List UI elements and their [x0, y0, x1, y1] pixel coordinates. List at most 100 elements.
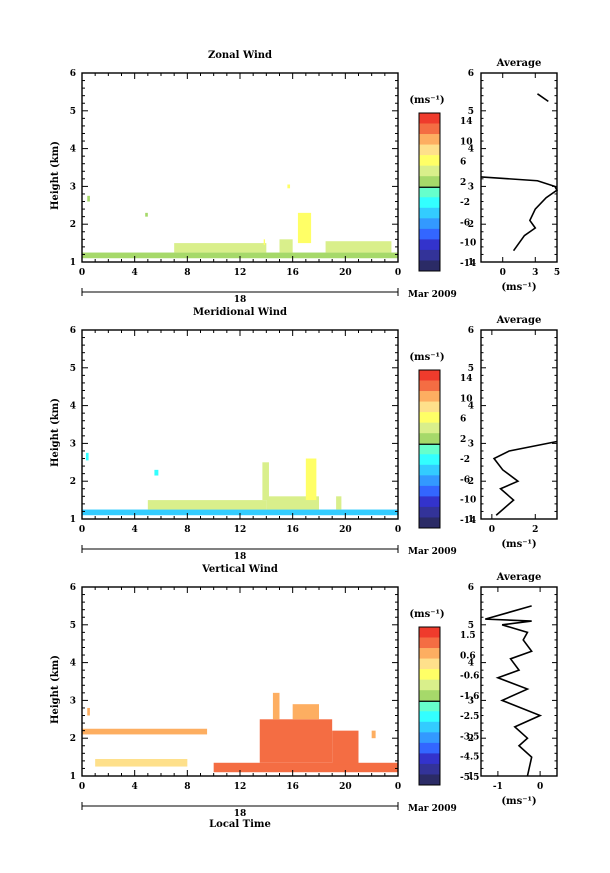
avg-y-tick-label: 6 — [468, 326, 474, 336]
avg-unit-label: (ms⁻¹) — [501, 282, 536, 293]
heatmap-cell-0 — [82, 728, 208, 735]
y-tick-label: 5 — [70, 107, 76, 117]
x-tick-label: 0 — [79, 782, 85, 792]
avg-y-tick-label: 1 — [468, 258, 474, 268]
avg-x-tick-label: -1 — [493, 782, 503, 792]
x-tick-label: 4 — [132, 525, 138, 535]
colorbar-tick-label: -1.6 — [460, 692, 479, 702]
avg-y-tick-label: 3 — [468, 182, 474, 192]
colorbar-segment — [419, 658, 440, 670]
x-tick-label: 0 — [395, 525, 401, 535]
colorbar-segment — [419, 679, 440, 691]
avg-x-tick-label: 0 — [500, 268, 506, 278]
colorbar-segment — [419, 669, 440, 680]
avg-y-tick-label: 2 — [468, 477, 474, 487]
heatmap-cell-1 — [87, 707, 90, 716]
y-tick-label: 1 — [70, 258, 76, 268]
colorbar-segment — [419, 433, 440, 445]
heatmap-cell-5 — [87, 195, 90, 202]
colorbar-unit: (ms⁻¹) — [409, 352, 444, 363]
date-day-label: 18 — [234, 295, 247, 305]
colorbar-segment — [419, 690, 440, 702]
heatmap-cell-6 — [145, 212, 148, 217]
y-tick-label: 6 — [70, 583, 76, 593]
y-tick-label: 2 — [70, 220, 76, 230]
average-profile-line — [492, 440, 558, 516]
date-month-label: Mar 2009 — [408, 290, 457, 300]
x-tick-label: 4 — [132, 782, 138, 792]
colorbar-frame — [418, 369, 441, 529]
colorbar-segment — [419, 506, 440, 518]
plot-frame — [81, 329, 399, 520]
y-tick-label: 2 — [70, 734, 76, 744]
avg-x-tick-label: 2 — [532, 525, 538, 535]
y-tick-label: 6 — [70, 326, 76, 336]
y-tick-label: 5 — [70, 621, 76, 631]
x-tick-label: 20 — [339, 782, 352, 792]
heatmap-cell-6 — [154, 469, 159, 476]
colorbar-segment — [419, 134, 440, 145]
heatmap-cell-0 — [82, 509, 398, 516]
colorbar-segment — [419, 700, 440, 712]
colorbar-segment — [419, 454, 440, 466]
y-axis-label: Height (km) — [50, 655, 61, 724]
colorbar-tick-label: -0.6 — [460, 672, 479, 682]
y-tick-label: 3 — [70, 182, 76, 192]
y-axis-label: Height (km) — [50, 398, 61, 467]
colorbar-segment — [419, 228, 440, 240]
x-tick-label: 0 — [79, 525, 85, 535]
x-tick-label: 12 — [234, 782, 247, 792]
x-tick-label: 20 — [339, 525, 352, 535]
colorbar-tick-label: -14 — [460, 259, 476, 269]
colorbar-frame — [418, 112, 441, 272]
colorbar-tick-label: -14 — [460, 516, 476, 526]
colorbar-segment — [419, 763, 440, 775]
colorbar-tick-label: 6 — [460, 415, 466, 425]
avg-unit-label: (ms⁻¹) — [501, 539, 536, 550]
heatmap-cell-1 — [174, 243, 267, 253]
y-tick-label: 2 — [70, 477, 76, 487]
colorbar-segment — [419, 391, 440, 402]
colorbar-segment — [419, 496, 440, 508]
average-profile-line — [485, 605, 543, 777]
colorbar-tick-label: 2 — [460, 178, 466, 188]
colorbar-segment — [419, 475, 440, 487]
colorbar-tick-label: 6 — [460, 158, 466, 168]
avg-y-tick-label: 5 — [468, 364, 474, 374]
colorbar-segment — [419, 401, 440, 413]
avg-y-tick-label: 4 — [468, 659, 474, 669]
date-day-label: 18 — [234, 552, 247, 562]
heatmap-cell-2 — [325, 241, 392, 253]
colorbar-segment — [419, 155, 440, 166]
colorbar-tick-label: 10 — [460, 394, 473, 404]
colorbar-tick-label: -10 — [460, 239, 476, 249]
colorbar-segment — [419, 176, 440, 188]
avg-x-tick-label: 0 — [537, 782, 543, 792]
colorbar-tick-label: 14 — [460, 117, 473, 127]
colorbar-tick-label: -4.5 — [460, 753, 479, 763]
heatmap-cell-7 — [332, 730, 359, 765]
colorbar-tick-label: -2 — [460, 198, 470, 208]
x-tick-label: 0 — [79, 268, 85, 278]
colorbar-segment — [419, 774, 440, 786]
colorbar-segment — [419, 218, 440, 230]
colorbar-segment — [419, 123, 440, 135]
avg-y-tick-label: 3 — [468, 439, 474, 449]
x-axis-label: Local Time — [209, 819, 271, 830]
colorbar-segment — [419, 742, 440, 754]
colorbar-segment — [419, 197, 440, 209]
colorbar-tick-label: 10 — [460, 137, 473, 147]
average-frame — [480, 586, 558, 777]
date-month-label: Mar 2009 — [408, 547, 457, 557]
x-tick-label: 16 — [286, 782, 299, 792]
avg-x-tick-label: 3 — [532, 268, 538, 278]
colorbar-segment — [419, 412, 440, 423]
heatmap-cell-3 — [213, 762, 398, 773]
average-title: Average — [496, 58, 542, 69]
y-tick-label: 6 — [70, 69, 76, 79]
heatmap-cell-8 — [371, 730, 376, 739]
x-tick-label: 12 — [234, 268, 247, 278]
